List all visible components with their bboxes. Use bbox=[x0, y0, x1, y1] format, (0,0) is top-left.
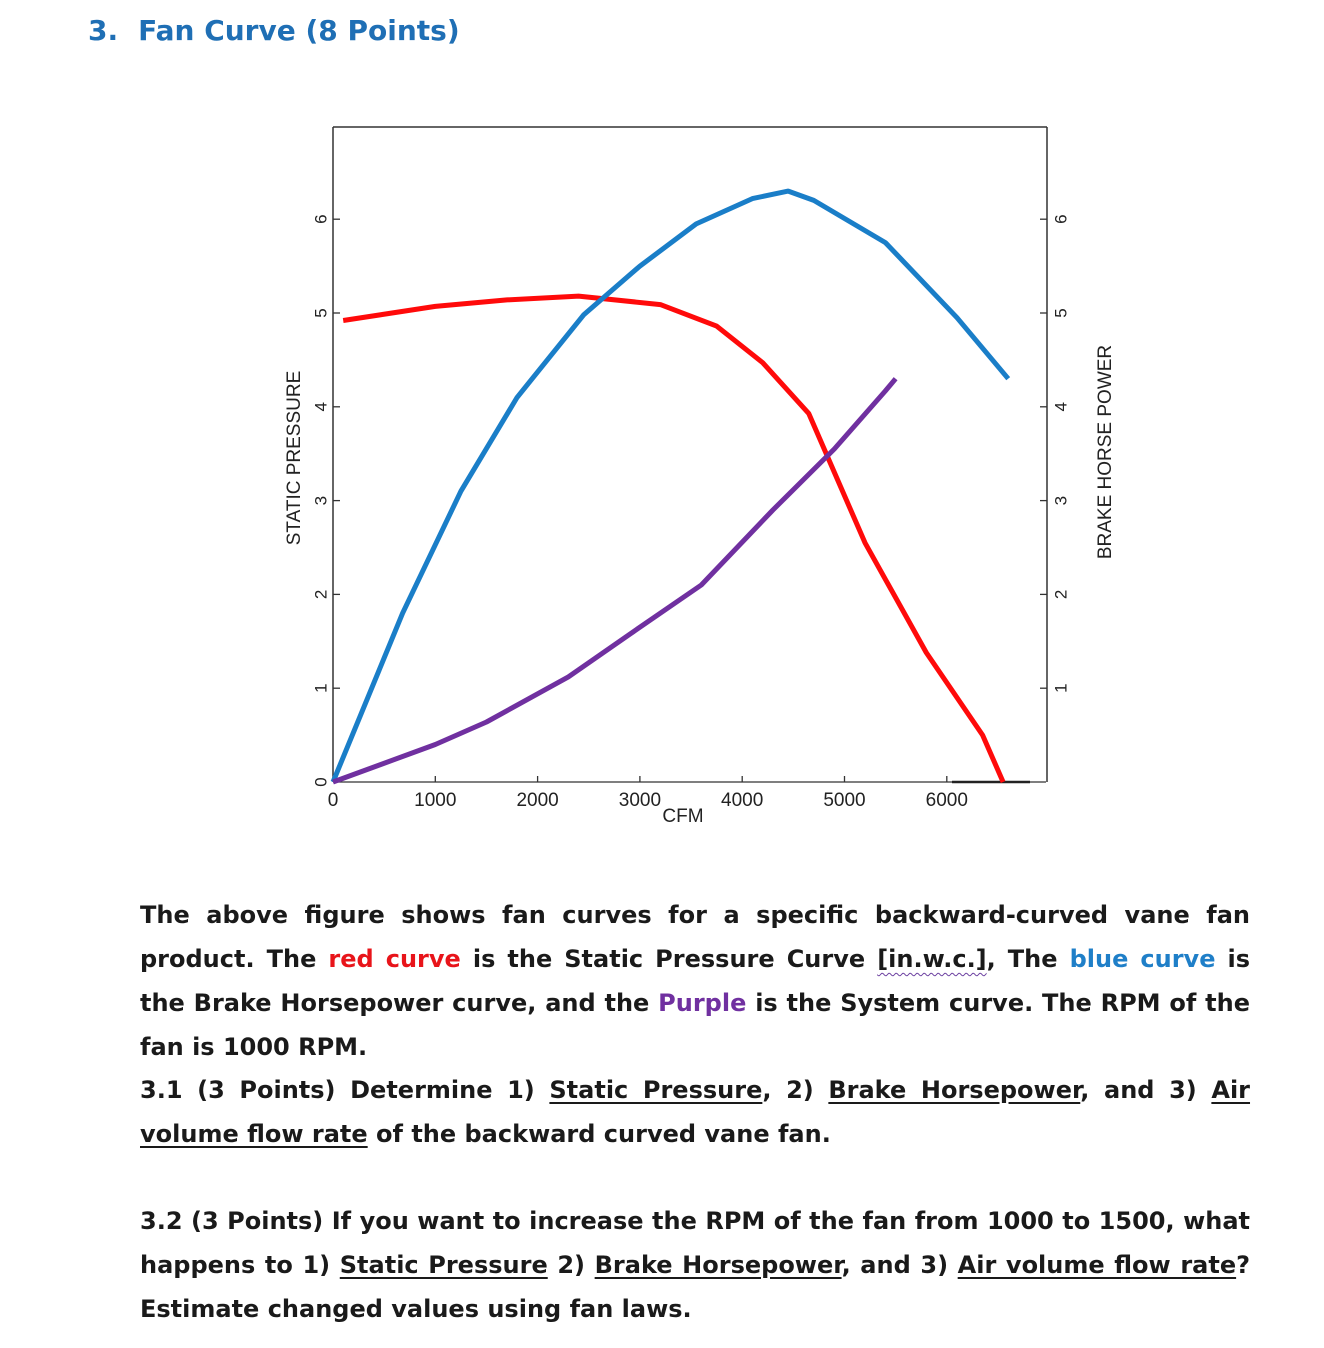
x-tick-label: 3000 bbox=[619, 790, 661, 811]
left-tick-label: 6 bbox=[311, 214, 330, 223]
question-number: 3. bbox=[88, 14, 119, 47]
right-tick-label: 2 bbox=[1051, 590, 1070, 599]
right-axis-title: BRAKE HORSE POWER bbox=[1095, 345, 1116, 559]
term-static-pressure: Static Pressure bbox=[549, 1076, 763, 1104]
x-tick-label: 1000 bbox=[414, 790, 456, 811]
x-tick-label: 0 bbox=[328, 790, 339, 811]
x-tick-label: 4000 bbox=[721, 790, 763, 811]
question-title: Fan Curve (8 Points) bbox=[138, 14, 460, 47]
left-tick-label: 0 bbox=[311, 777, 330, 786]
left-tick-label: 2 bbox=[311, 590, 330, 599]
axes: 0 1 2 3 4 5 6 STATIC PRESSURE 1 2 3 4 5 6 BRAKE HORSE … bbox=[284, 214, 1116, 827]
blue-curve-label: blue curve bbox=[1069, 945, 1216, 973]
description-paragraph: The above figure shows fan curves for a … bbox=[140, 901, 1251, 1061]
series-line-1 bbox=[342, 293, 1006, 784]
series-line-3 bbox=[332, 377, 898, 785]
fan-curve-chart: 0 1 2 3 4 5 6 STATIC PRESSURE 1 2 3 4 5 6 BRAKE HORSE … bbox=[284, 126, 1116, 827]
right-tick-label: 4 bbox=[1051, 402, 1070, 411]
question-3-1: 3.1 (3 Points) Determine 1) Static Press… bbox=[140, 1076, 1251, 1148]
left-tick-label: 4 bbox=[311, 402, 330, 411]
term-brake-horsepower: Brake Horsepower bbox=[828, 1076, 1081, 1104]
x-axis-title: CFM bbox=[662, 806, 703, 827]
red-curve-label: red curve bbox=[328, 945, 461, 973]
term-air-volume-flow-rate: Air volume flow rate bbox=[140, 1076, 1251, 1148]
right-tick-label: 3 bbox=[1051, 496, 1070, 505]
right-tick-label: 6 bbox=[1051, 214, 1070, 223]
term-brake-horsepower: Brake Horsepower bbox=[594, 1251, 842, 1279]
left-axis-title: STATIC PRESSURE bbox=[284, 371, 305, 546]
term-static-pressure: Static Pressure bbox=[339, 1251, 548, 1279]
x-tick-label: 6000 bbox=[926, 790, 968, 811]
left-tick-label: 3 bbox=[311, 496, 330, 505]
term-air-volume-flow-rate: Air volume flow rate bbox=[957, 1251, 1237, 1279]
question-3-2: 3.2 (3 Points) If you want to increase t… bbox=[140, 1207, 1251, 1323]
curves bbox=[330, 188, 1011, 785]
right-tick-label: 1 bbox=[1051, 683, 1070, 692]
right-tick-label: 5 bbox=[1051, 308, 1070, 317]
pressure-unit: [in.w.c.] bbox=[877, 945, 987, 973]
left-tick-label: 5 bbox=[311, 308, 330, 317]
purple-curve-label: Purple bbox=[658, 989, 747, 1017]
plot-frame bbox=[332, 126, 1048, 784]
question-heading: 3. Fan Curve (8 Points) bbox=[88, 14, 460, 47]
x-tick-label: 5000 bbox=[823, 790, 865, 811]
series-line-2 bbox=[330, 188, 1011, 783]
x-tick-label: 2000 bbox=[516, 790, 558, 811]
left-tick-label: 1 bbox=[311, 683, 330, 692]
